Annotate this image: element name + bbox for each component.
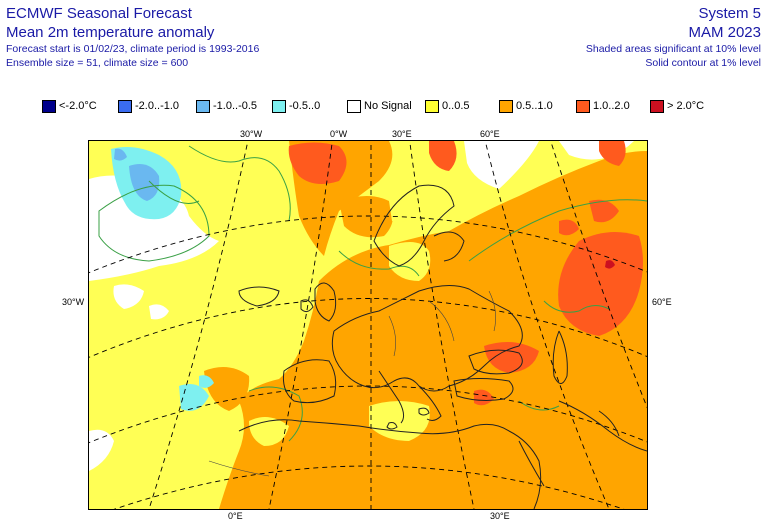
lat-tick-right: 60°E	[652, 297, 672, 307]
system-label: System 5	[698, 5, 761, 22]
forecast-start-info: Forecast start is 01/02/23, climate peri…	[6, 43, 260, 55]
lon-tick-bottom: 30°E	[490, 511, 510, 521]
legend-item: <-2.0°C	[42, 98, 97, 114]
legend-item: No Signal	[347, 98, 412, 114]
legend-swatch	[347, 99, 361, 113]
legend-label: > 2.0°C	[667, 100, 705, 112]
contour-note: Solid contour at 1% level	[645, 57, 761, 69]
ensemble-info: Ensemble size = 51, climate size = 600	[6, 57, 189, 69]
legend-item: -2.0..-1.0	[118, 98, 179, 114]
significance-note: Shaded areas significant at 10% level	[585, 43, 761, 55]
lon-tick-bottom: 0°E	[228, 511, 243, 521]
legend-label: 0..0.5	[442, 100, 470, 112]
header-right: System 5 MAM 2023 Shaded areas significa…	[586, 4, 761, 70]
legend-item: -0.5..0	[272, 98, 320, 114]
legend-swatch	[499, 99, 513, 113]
legend-label: No Signal	[364, 100, 412, 112]
season-label: MAM 2023	[688, 24, 761, 41]
legend-swatch	[272, 99, 286, 113]
lat-tick-left: 30°W	[62, 297, 85, 307]
legend-label: 0.5..1.0	[516, 100, 553, 112]
lon-tick-top: 60°E	[480, 129, 500, 139]
legend-item: > 2.0°C	[650, 98, 704, 114]
color-legend: <-2.0°C -2.0..-1.0 -1.0..-0.5 -0.5..0 No…	[42, 98, 732, 114]
header-left: ECMWF Seasonal Forecast Mean 2m temperat…	[6, 4, 259, 70]
legend-swatch	[118, 99, 132, 113]
anomaly-map	[88, 140, 648, 510]
legend-label: -2.0..-1.0	[135, 100, 180, 112]
forecast-title: ECMWF Seasonal Forecast	[6, 5, 192, 22]
legend-label: <-2.0°C	[59, 100, 97, 112]
legend-swatch	[425, 99, 439, 113]
legend-label: -0.5..0	[289, 100, 321, 112]
variable-title: Mean 2m temperature anomaly	[6, 24, 215, 41]
legend-item: -1.0..-0.5	[196, 98, 257, 114]
lon-tick-top: 30°W	[240, 129, 263, 139]
legend-swatch	[650, 99, 664, 113]
legend-swatch	[42, 99, 56, 113]
legend-item: 0..0.5	[425, 98, 470, 114]
legend-swatch	[576, 99, 590, 113]
map-canvas	[89, 141, 647, 509]
lon-tick-top: 0°W	[330, 129, 348, 139]
lon-tick-top: 30°E	[392, 129, 412, 139]
legend-label: -1.0..-0.5	[213, 100, 258, 112]
legend-item: 1.0..2.0	[576, 98, 630, 114]
legend-label: 1.0..2.0	[593, 100, 630, 112]
legend-item: 0.5..1.0	[499, 98, 553, 114]
legend-swatch	[196, 99, 210, 113]
